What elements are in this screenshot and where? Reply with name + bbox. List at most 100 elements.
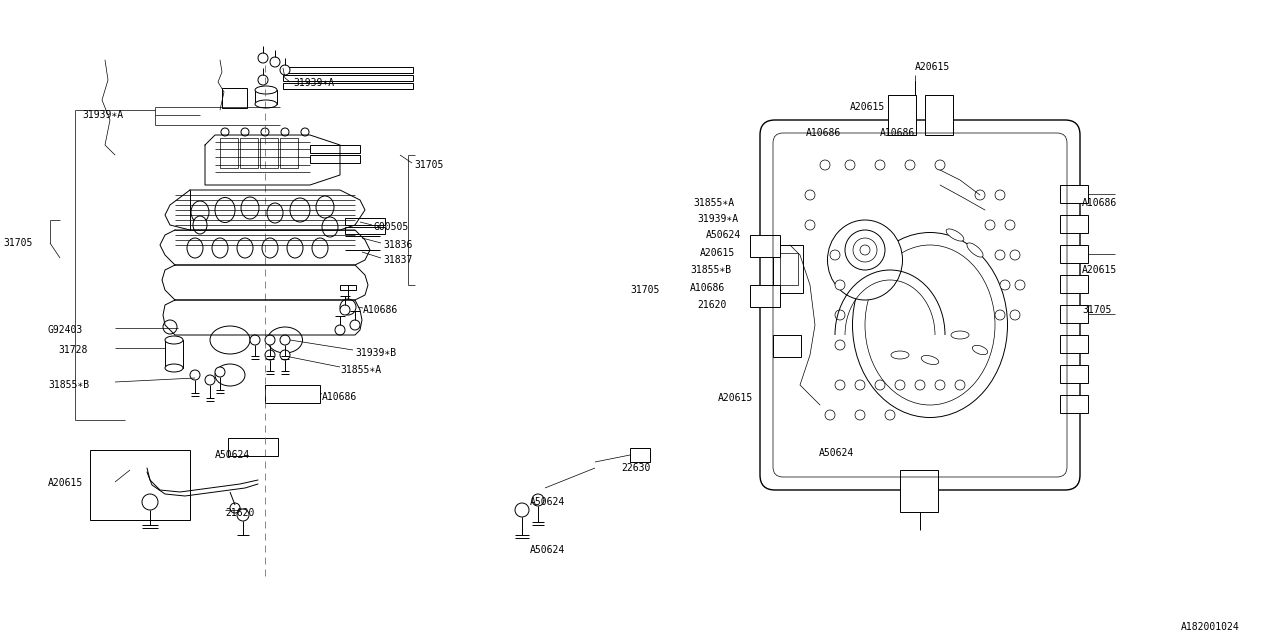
Circle shape	[995, 310, 1005, 320]
Ellipse shape	[852, 232, 1007, 417]
Circle shape	[259, 75, 268, 85]
Bar	[1060, 245, 1088, 263]
Text: 31855∗A: 31855∗A	[692, 198, 735, 208]
Bar	[900, 470, 938, 512]
Circle shape	[805, 220, 815, 230]
Circle shape	[189, 370, 200, 380]
Text: 31855∗B: 31855∗B	[49, 380, 90, 390]
Bar	[265, 385, 320, 403]
Text: 31939∗A: 31939∗A	[293, 78, 334, 88]
Text: 21620: 21620	[225, 508, 255, 518]
Circle shape	[845, 230, 884, 270]
Circle shape	[282, 128, 289, 136]
Text: 31728: 31728	[58, 345, 87, 355]
Ellipse shape	[237, 238, 253, 258]
Circle shape	[301, 128, 308, 136]
Ellipse shape	[951, 331, 969, 339]
Circle shape	[835, 380, 845, 390]
Circle shape	[1000, 280, 1010, 290]
Ellipse shape	[193, 216, 207, 234]
Ellipse shape	[165, 364, 183, 372]
Circle shape	[230, 503, 241, 513]
Text: A10686: A10686	[364, 305, 398, 315]
Circle shape	[835, 340, 845, 350]
Text: A20615: A20615	[49, 478, 83, 488]
Text: G00505: G00505	[374, 222, 410, 232]
Bar	[773, 335, 801, 357]
Bar	[1060, 275, 1088, 293]
Circle shape	[835, 310, 845, 320]
Ellipse shape	[268, 327, 302, 353]
Circle shape	[532, 494, 544, 506]
Circle shape	[1010, 310, 1020, 320]
Circle shape	[986, 220, 995, 230]
Circle shape	[349, 320, 360, 330]
Circle shape	[876, 380, 884, 390]
Circle shape	[805, 190, 815, 200]
Bar	[780, 253, 797, 285]
Bar	[283, 67, 413, 73]
Text: 31939∗B: 31939∗B	[355, 348, 396, 358]
Ellipse shape	[215, 364, 244, 386]
Circle shape	[221, 128, 229, 136]
Circle shape	[335, 325, 346, 335]
Circle shape	[845, 160, 855, 170]
Bar	[346, 227, 385, 234]
Circle shape	[905, 160, 915, 170]
Ellipse shape	[865, 245, 995, 405]
Ellipse shape	[966, 243, 983, 257]
Text: A10686: A10686	[690, 283, 726, 293]
Ellipse shape	[946, 229, 964, 241]
Circle shape	[1005, 220, 1015, 230]
Circle shape	[934, 380, 945, 390]
Text: 21620: 21620	[698, 300, 726, 310]
Bar	[228, 438, 278, 456]
Circle shape	[975, 190, 986, 200]
Bar	[773, 245, 803, 293]
Ellipse shape	[291, 198, 310, 222]
Bar	[310, 155, 360, 163]
Ellipse shape	[891, 351, 909, 359]
Bar	[925, 95, 954, 135]
Bar	[90, 450, 189, 520]
Circle shape	[340, 305, 349, 315]
Bar	[283, 83, 413, 89]
Bar	[280, 138, 298, 168]
Bar	[1060, 185, 1088, 203]
Text: 22630: 22630	[621, 463, 650, 473]
Text: A10686: A10686	[881, 128, 915, 138]
Ellipse shape	[922, 355, 938, 365]
Circle shape	[995, 190, 1005, 200]
Circle shape	[265, 335, 275, 345]
Bar	[1060, 215, 1088, 233]
Text: A20615: A20615	[850, 102, 886, 112]
Text: A50624: A50624	[707, 230, 741, 240]
Circle shape	[259, 53, 268, 63]
Circle shape	[835, 280, 845, 290]
Text: A10686: A10686	[323, 392, 357, 402]
Text: 31855∗B: 31855∗B	[690, 265, 731, 275]
Ellipse shape	[973, 346, 988, 355]
Text: A50624: A50624	[530, 545, 564, 555]
Ellipse shape	[215, 198, 236, 223]
Text: A182001024: A182001024	[1181, 622, 1240, 632]
Circle shape	[955, 380, 965, 390]
Text: 31836: 31836	[383, 240, 412, 250]
Bar	[255, 90, 276, 104]
Circle shape	[1010, 250, 1020, 260]
Bar	[1060, 395, 1088, 413]
Bar	[750, 235, 780, 257]
Text: 31855∗A: 31855∗A	[340, 365, 381, 375]
FancyBboxPatch shape	[760, 120, 1080, 490]
Bar	[750, 285, 780, 307]
Text: 31705: 31705	[1082, 305, 1111, 315]
Text: 31705: 31705	[413, 160, 443, 170]
Bar	[221, 88, 247, 108]
Bar	[630, 448, 650, 462]
Circle shape	[215, 367, 225, 377]
Circle shape	[163, 320, 177, 334]
Bar	[260, 138, 278, 168]
Bar	[1060, 305, 1088, 323]
Circle shape	[261, 128, 269, 136]
Ellipse shape	[312, 238, 328, 258]
